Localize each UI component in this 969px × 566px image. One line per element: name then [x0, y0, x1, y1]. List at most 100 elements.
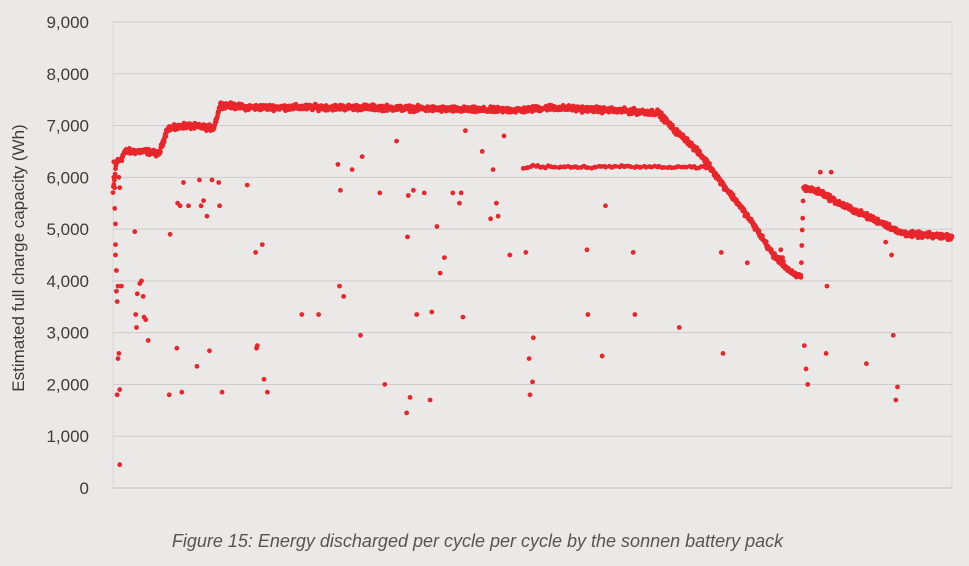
data-point — [117, 462, 123, 468]
data-point — [167, 231, 173, 237]
data-point — [895, 384, 900, 390]
data-point — [889, 252, 894, 258]
data-point — [527, 392, 533, 398]
data-point — [359, 154, 365, 160]
data-point — [781, 259, 786, 264]
data-point — [661, 165, 667, 170]
data-point — [404, 410, 409, 416]
data-point — [780, 255, 785, 260]
data-point — [828, 169, 834, 175]
data-point — [890, 332, 896, 338]
data-point — [117, 387, 123, 392]
y-tick-label: 8,000 — [46, 65, 89, 84]
data-point — [756, 228, 762, 234]
data-point — [113, 252, 118, 258]
data-point — [429, 309, 435, 315]
data-point — [886, 221, 892, 227]
data-point — [349, 167, 355, 173]
data-point — [628, 164, 634, 170]
data-point — [394, 138, 399, 144]
data-point — [299, 312, 305, 317]
data-point — [552, 164, 558, 170]
data-point — [817, 169, 823, 175]
data-point — [139, 278, 144, 284]
data-point — [707, 161, 712, 166]
data-point — [186, 203, 191, 209]
data-point — [613, 163, 619, 169]
data-point — [244, 182, 250, 188]
data-point — [799, 260, 804, 266]
data-point — [116, 351, 122, 356]
data-point — [490, 167, 496, 173]
data-point — [115, 283, 121, 289]
y-tick-label: 5,000 — [46, 220, 89, 239]
data-point — [179, 389, 185, 395]
data-point — [132, 229, 138, 235]
data-point — [883, 239, 889, 245]
data-point — [217, 203, 223, 209]
data-point — [161, 139, 167, 144]
data-point — [405, 234, 410, 240]
y-tick-label: 0 — [80, 479, 89, 498]
data-point — [720, 351, 726, 356]
data-point — [337, 283, 342, 289]
data-point — [110, 190, 116, 196]
data-point — [800, 215, 806, 221]
data-point — [799, 243, 805, 248]
data-point — [458, 190, 464, 196]
data-point — [585, 165, 591, 171]
data-point — [261, 376, 267, 382]
data-point — [763, 239, 769, 245]
data-point — [488, 216, 493, 222]
data-point — [335, 162, 341, 167]
data-point — [507, 252, 513, 258]
data-point — [494, 200, 499, 206]
data-point — [703, 165, 709, 171]
data-point — [113, 242, 118, 248]
data-point — [778, 247, 784, 253]
data-point — [358, 332, 363, 338]
data-point — [638, 164, 644, 170]
data-point — [421, 190, 427, 196]
data-point — [864, 361, 869, 367]
data-point — [338, 187, 343, 193]
data-point — [407, 395, 413, 400]
y-tick-label: 2,000 — [46, 375, 89, 394]
data-point — [599, 353, 605, 359]
scatter-chart: 0 1,000 2,000 3,000 4,000 5,000 6,000 7,000 8,00… — [9, 13, 955, 498]
data-point — [341, 294, 347, 299]
data-point — [801, 343, 807, 348]
data-point — [495, 213, 501, 219]
data-point — [133, 312, 139, 317]
data-points — [110, 100, 955, 468]
data-point — [523, 250, 529, 255]
data-point — [803, 366, 809, 372]
data-point — [718, 250, 724, 255]
data-point — [798, 274, 804, 280]
data-point — [893, 397, 899, 403]
data-point — [676, 325, 682, 330]
data-point — [683, 164, 689, 170]
data-point — [254, 343, 260, 348]
data-point — [134, 291, 140, 297]
data-point — [207, 348, 212, 354]
data-point — [140, 294, 146, 299]
data-point — [823, 351, 829, 356]
data-point — [530, 335, 536, 341]
data-point — [158, 149, 163, 155]
data-point — [209, 177, 215, 183]
data-point — [744, 260, 750, 266]
data-point — [414, 312, 420, 317]
data-point — [434, 224, 440, 229]
data-point — [177, 203, 183, 209]
data-point — [526, 356, 532, 361]
data-point — [112, 206, 118, 211]
data-point — [112, 185, 118, 191]
data-point — [411, 187, 416, 193]
y-tick-labels: 0 1,000 2,000 3,000 4,000 5,000 6,000 7,000 8,00… — [46, 13, 89, 498]
data-point — [450, 190, 456, 196]
data-point — [145, 338, 151, 343]
y-tick-label: 6,000 — [46, 168, 89, 187]
data-point — [219, 389, 225, 395]
data-point — [119, 283, 124, 289]
